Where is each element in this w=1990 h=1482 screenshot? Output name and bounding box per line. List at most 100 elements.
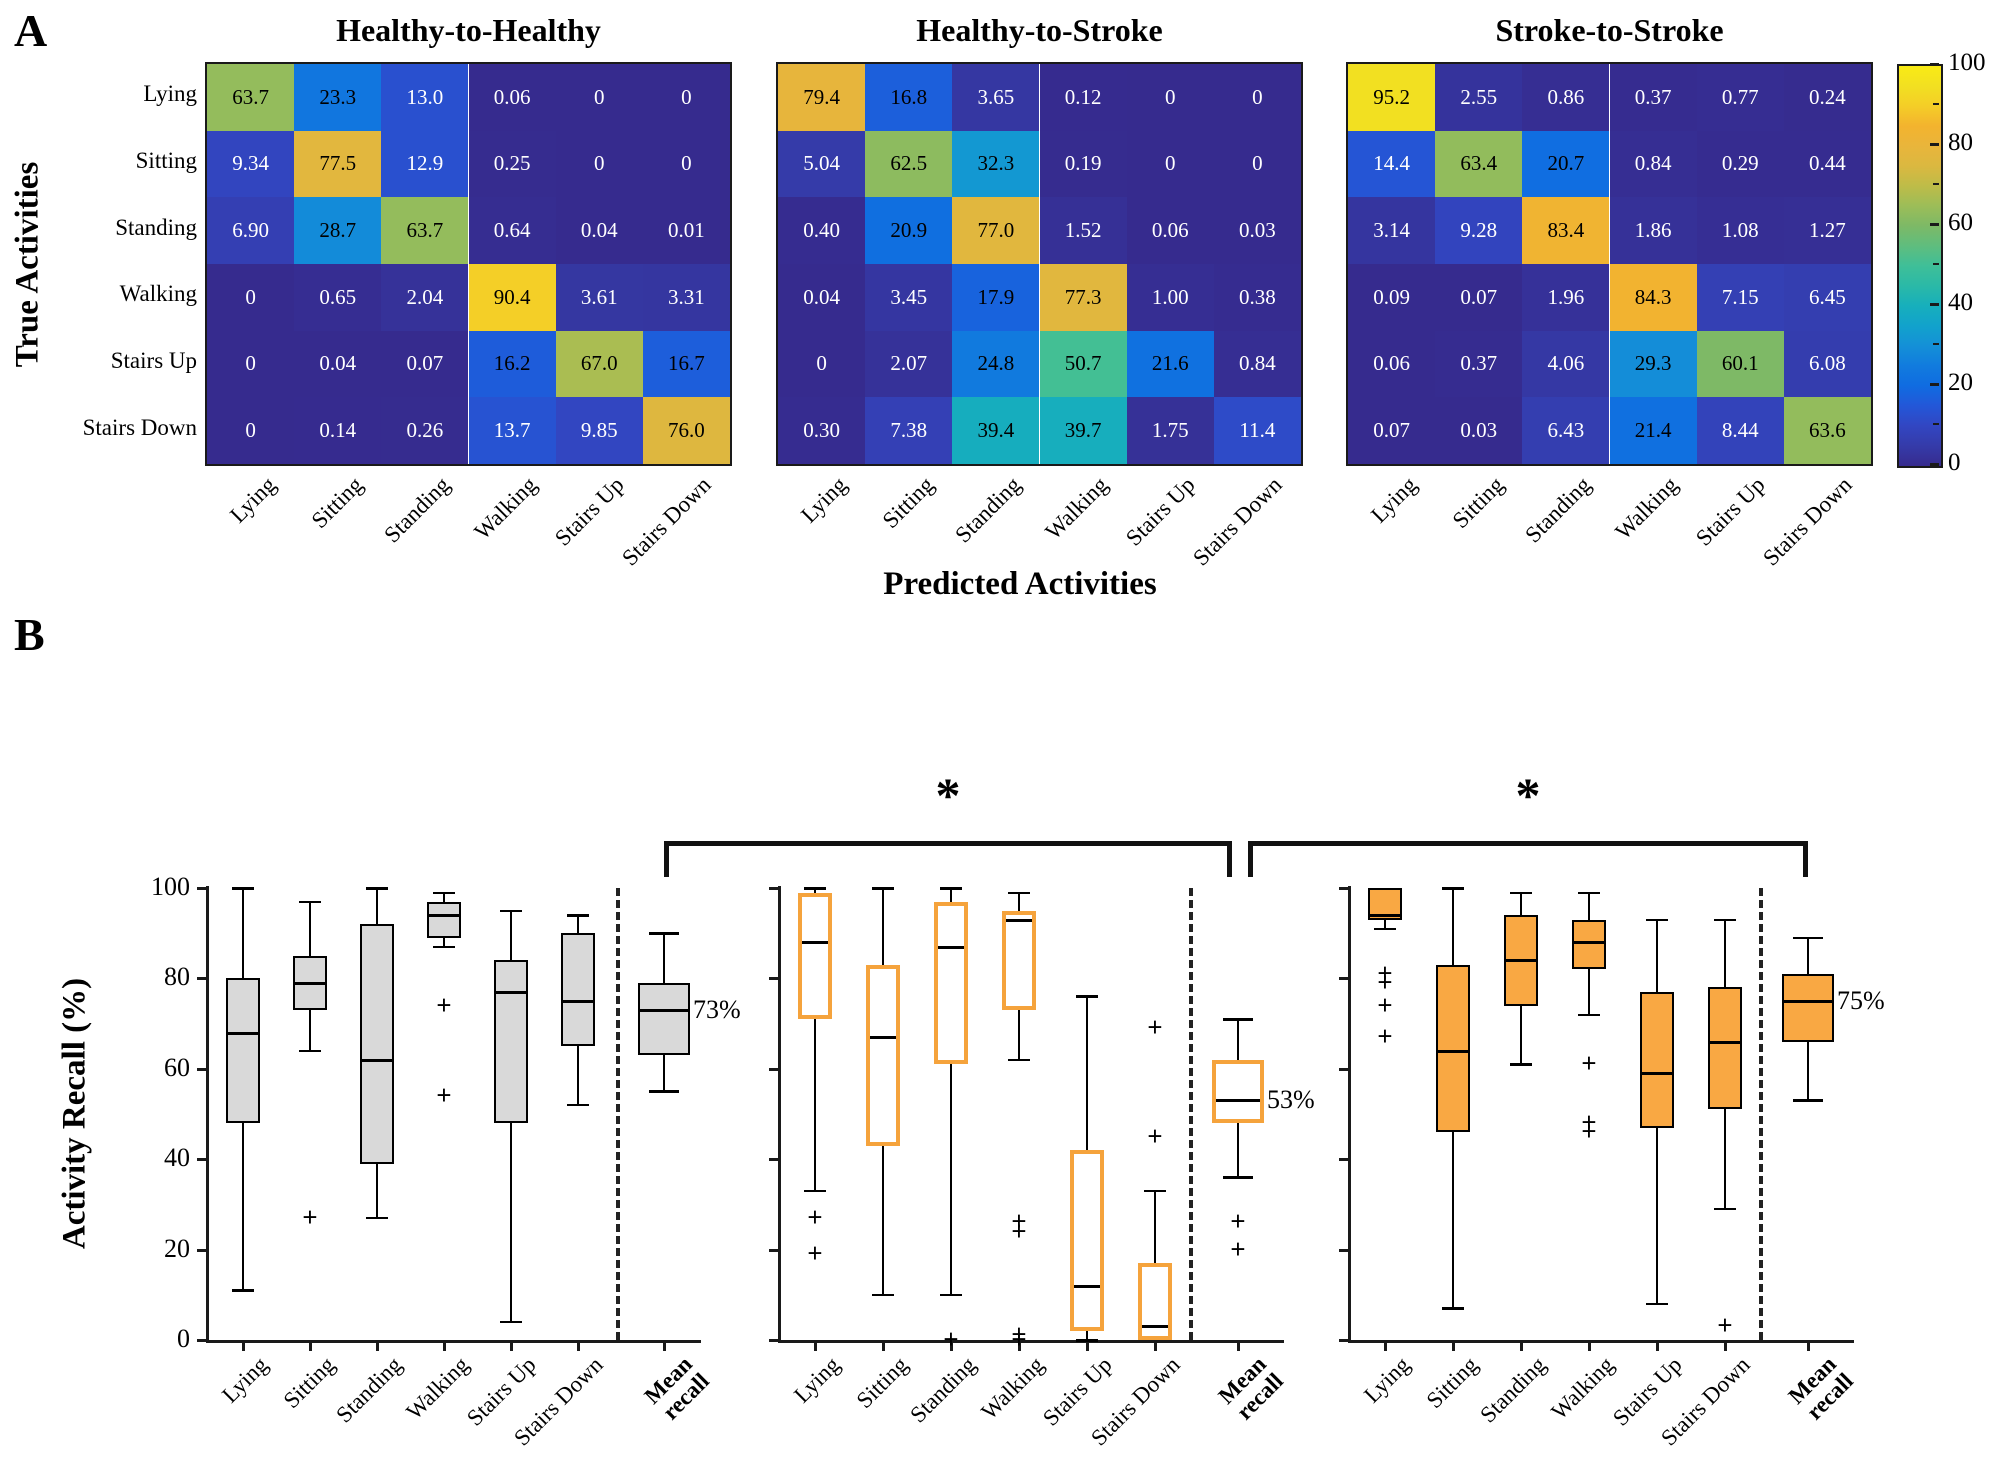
activity-recall-axis-label: Activity Recall (%) (56, 977, 93, 1250)
x-axis (1348, 1340, 1854, 1343)
whisker-cap-lower (940, 1293, 962, 1297)
y-tick (197, 887, 207, 890)
matrix-cell: 3.61 (555, 264, 643, 331)
matrix-row-label: Lying (143, 81, 197, 107)
matrix-cell: 20.7 (1522, 130, 1610, 198)
matrix-cell: 0.64 (468, 197, 556, 264)
predicted-activities-label: Predicted Activities (883, 566, 1157, 602)
colorbar-gradient (1897, 64, 1943, 468)
box-category-label: Lying (789, 1352, 845, 1408)
x-tick (1086, 1343, 1089, 1351)
box (638, 982, 690, 1056)
outlier-marker: + (1147, 1120, 1163, 1151)
matrix-cell: 13.0 (381, 64, 469, 131)
whisker-lower (663, 1055, 665, 1092)
matrix-cell: 63.7 (381, 197, 469, 264)
matrix-cell: 0.07 (381, 330, 469, 398)
median-line (870, 1036, 896, 1040)
colorbar-tick (1930, 463, 1939, 466)
outlier-marker: + (1377, 957, 1393, 988)
y-tick (197, 1067, 207, 1071)
matrix-cell: 2.07 (865, 330, 953, 398)
significance-bracket (1248, 841, 1808, 846)
outlier-marker: + (1581, 1116, 1597, 1147)
median-line (563, 1000, 593, 1003)
matrix-cell: 0 (642, 130, 730, 198)
x-tick (577, 1343, 580, 1351)
whisker-cap-lower (366, 1216, 388, 1220)
outlier-marker: + (1147, 1012, 1163, 1043)
whisker-cap-lower (500, 1320, 522, 1324)
colorbar-tick-label: 60 (1948, 209, 1973, 236)
matrix-cell: 0.24 (1783, 64, 1871, 131)
matrix-cell: 0.12 (1039, 64, 1127, 131)
whisker-cap-upper (1510, 891, 1532, 895)
box (1782, 973, 1834, 1042)
median-line (1142, 1325, 1168, 1329)
median-line (362, 1058, 392, 1062)
matrix-cell: 0.65 (294, 264, 382, 331)
matrix-cell: 0 (555, 64, 643, 131)
matrix-cell: 39.4 (952, 397, 1040, 464)
whisker-upper (1018, 892, 1020, 911)
matrix-cell: 20.9 (865, 197, 953, 264)
mean-separator-dashed-line (1759, 888, 1763, 1340)
matrix-cell: 16.2 (468, 330, 556, 398)
mean-annotation: 53% (1267, 1085, 1315, 1115)
y-tick (1339, 887, 1349, 890)
x-tick (1018, 1343, 1021, 1351)
matrix-cell: 0 (1126, 64, 1214, 131)
colorbar-minor-tick (1933, 103, 1939, 105)
whisker-cap-upper (1223, 1018, 1253, 1021)
matrix-cell: 0 (207, 330, 295, 398)
matrix-cell: 0.19 (1039, 130, 1127, 198)
matrix-cell: 0.25 (468, 130, 556, 198)
significance-bracket-end (1248, 841, 1253, 877)
whisker-cap-lower (1442, 1307, 1464, 1310)
matrix-cell: 7.15 (1696, 264, 1784, 331)
true-activities-label: True Activities (9, 161, 46, 368)
whisker-cap-upper (1793, 936, 1823, 940)
colorbar-tick-label: 0 (1948, 449, 1961, 476)
outlier-marker: + (1377, 966, 1393, 997)
matrix-cell: 60.1 (1696, 330, 1784, 398)
mean-annotation: 75% (1837, 986, 1885, 1015)
colorbar-tick (1930, 223, 1939, 226)
whisker-cap-upper (433, 891, 455, 895)
box (1436, 964, 1470, 1133)
matrix-cell: 0.01 (642, 197, 730, 264)
matrix-cell: 0 (555, 130, 643, 198)
panel-a-label: A (14, 5, 48, 56)
matrix-row-label: Walking (119, 281, 197, 307)
matrix-cell: 0.04 (778, 264, 866, 331)
x-tick (1384, 1343, 1387, 1351)
whisker-cap-upper (299, 900, 321, 904)
x-axis (778, 1340, 1284, 1343)
whisker-cap-upper (649, 932, 679, 935)
whisker-lower (242, 1123, 244, 1291)
whisker-cap-lower (299, 1049, 321, 1053)
x-tick (950, 1343, 953, 1351)
matrix-cell: 8.44 (1696, 397, 1784, 464)
matrix-cell: 0.26 (381, 397, 469, 464)
outlier-marker: + (1581, 1107, 1597, 1138)
whisker-cap-upper (1144, 1189, 1166, 1193)
whisker-cap-lower (1793, 1099, 1823, 1102)
whisker-lower (1237, 1123, 1239, 1178)
matrix-cell: 76.0 (642, 397, 730, 464)
y-tick (769, 1248, 779, 1252)
median-line (1216, 1099, 1260, 1103)
whisker-lower (882, 1145, 884, 1295)
matrix-cell: 0.44 (1783, 130, 1871, 198)
matrix-cell: 0.86 (1522, 64, 1610, 131)
y-tick (769, 1158, 779, 1162)
whisker-cap-lower (872, 1293, 894, 1297)
outlier-marker: + (1011, 1324, 1027, 1354)
whisker-upper (309, 901, 311, 956)
x-tick (882, 1343, 885, 1351)
whisker-cap-upper (232, 887, 254, 890)
matrix-cell: 9.28 (1435, 197, 1523, 264)
median-line (938, 945, 964, 949)
whisker-cap-lower (1646, 1302, 1668, 1306)
matrix-cell: 0.40 (778, 197, 866, 264)
